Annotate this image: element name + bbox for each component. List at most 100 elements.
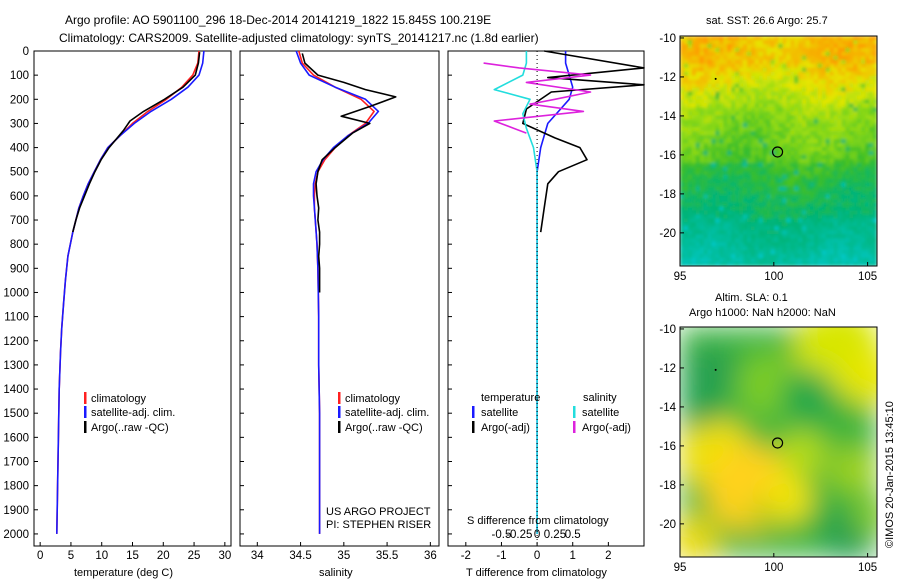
sst-cell xyxy=(841,151,846,156)
sst-cell xyxy=(861,186,866,191)
sst-cell xyxy=(711,67,716,72)
legend-swatch-climatology xyxy=(338,392,341,404)
sst-cell xyxy=(865,71,870,76)
sst-cell xyxy=(680,83,685,88)
sst-cell xyxy=(813,174,819,180)
sst-cell xyxy=(774,210,779,215)
series-line-temperature-argo-adj- xyxy=(521,50,645,233)
sst-cell xyxy=(727,39,732,45)
sst-cell xyxy=(841,123,846,128)
sst-cell xyxy=(841,143,846,148)
sst-cell xyxy=(707,214,712,219)
sst-cell xyxy=(786,162,791,168)
depth-tick-label: 1700 xyxy=(3,456,29,468)
sst-cell xyxy=(865,242,870,247)
sst-cell xyxy=(865,87,870,92)
sst-cell xyxy=(841,218,846,223)
sst-cell xyxy=(727,139,732,144)
sst-cell xyxy=(739,151,744,156)
sst-cell xyxy=(731,51,736,57)
sst-cell xyxy=(770,242,775,247)
sst-cell xyxy=(743,119,748,124)
sst-cell xyxy=(750,151,756,156)
sst-cell xyxy=(806,91,811,96)
sst-cell xyxy=(817,194,823,199)
sst-cell xyxy=(806,226,811,231)
sst-cell xyxy=(683,182,689,187)
sst-cell xyxy=(849,95,854,100)
sst-cell xyxy=(731,154,736,160)
sst-cell xyxy=(802,147,807,152)
sst-cell xyxy=(723,210,728,215)
sst-cell xyxy=(739,250,744,255)
sst-cell xyxy=(695,262,700,266)
sst-cell xyxy=(825,174,831,180)
sst-cell xyxy=(766,246,771,251)
sst-cell xyxy=(695,162,700,168)
sst-cell xyxy=(873,158,877,164)
sst-cell xyxy=(723,190,728,195)
sst-cell xyxy=(798,67,803,72)
sst-cell xyxy=(731,250,736,255)
sst-cell xyxy=(683,67,689,72)
sst-cell xyxy=(845,119,850,124)
sst-cell xyxy=(786,87,791,92)
sst-cell xyxy=(711,198,716,203)
sst-cell xyxy=(739,194,744,199)
sst-cell xyxy=(739,143,744,148)
sst-cell xyxy=(782,115,787,120)
sst-cell xyxy=(782,63,787,69)
map-y-tick-label: -16 xyxy=(659,441,676,453)
sst-cell xyxy=(802,51,807,57)
sst-cell xyxy=(833,55,838,61)
sst-cell xyxy=(774,139,779,144)
sst-cell xyxy=(865,218,870,223)
sst-cell xyxy=(798,158,803,164)
sst-cell xyxy=(798,218,803,223)
sst-cell xyxy=(778,162,783,168)
sst-cell xyxy=(786,39,791,45)
sst-cell xyxy=(869,75,874,80)
sst-cell xyxy=(778,67,783,72)
sst-cell xyxy=(829,234,834,239)
sst-cell xyxy=(794,139,799,144)
sst-cell xyxy=(762,119,767,124)
sst-cell xyxy=(762,123,767,128)
sst-cell xyxy=(782,127,787,132)
sst-cell xyxy=(861,250,866,255)
sst-cell xyxy=(837,186,842,191)
sst-cell xyxy=(873,115,877,120)
sst-cell xyxy=(825,71,831,76)
sst-cell xyxy=(806,47,811,53)
sst-cell xyxy=(703,91,708,96)
sst-cell xyxy=(766,75,771,80)
sst-cell xyxy=(825,79,831,84)
sst-cell xyxy=(790,254,795,259)
sst-cell xyxy=(865,131,870,136)
sst-cell xyxy=(691,55,697,61)
sst-cell xyxy=(691,154,697,160)
sst-cell xyxy=(758,51,764,57)
sst-cell xyxy=(806,262,811,266)
sst-cell xyxy=(715,178,720,184)
sst-cell xyxy=(861,206,866,211)
sst-cell xyxy=(821,178,827,184)
sst-cell xyxy=(790,119,795,124)
sst-cell xyxy=(715,254,720,259)
sst-cell xyxy=(762,91,767,96)
sst-cell xyxy=(833,99,838,104)
sst-cell xyxy=(707,258,712,263)
sst-cell xyxy=(782,43,787,49)
sst-cell xyxy=(865,99,870,104)
sst-cell xyxy=(719,230,724,235)
sst-cell xyxy=(786,115,791,120)
sst-cell xyxy=(707,250,712,255)
sst-cell xyxy=(810,147,815,152)
sst-cell xyxy=(786,234,791,239)
sst-cell xyxy=(861,75,866,80)
sst-cell xyxy=(680,206,685,211)
sst-cell xyxy=(719,226,724,231)
sst-cell xyxy=(810,123,815,128)
sst-cell xyxy=(758,246,764,251)
sst-cell xyxy=(813,87,819,92)
